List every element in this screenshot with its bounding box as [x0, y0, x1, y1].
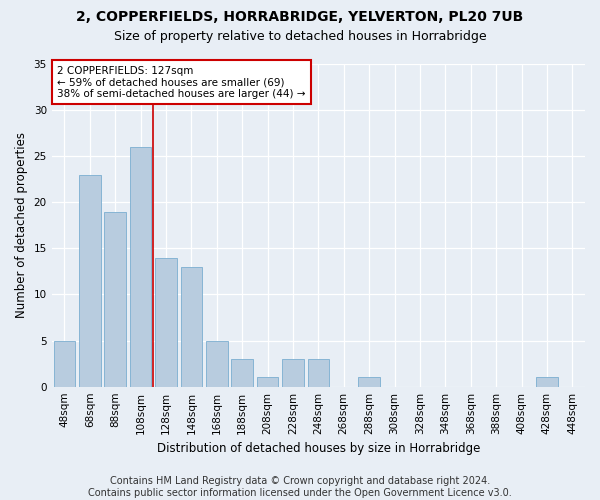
- Bar: [282, 359, 304, 386]
- Bar: [358, 378, 380, 386]
- Bar: [79, 174, 101, 386]
- Text: 2, COPPERFIELDS, HORRABRIDGE, YELVERTON, PL20 7UB: 2, COPPERFIELDS, HORRABRIDGE, YELVERTON,…: [76, 10, 524, 24]
- Bar: [308, 359, 329, 386]
- Bar: [104, 212, 126, 386]
- Bar: [155, 258, 177, 386]
- Bar: [181, 267, 202, 386]
- Bar: [206, 340, 227, 386]
- Bar: [130, 147, 151, 386]
- Text: 2 COPPERFIELDS: 127sqm
← 59% of detached houses are smaller (69)
38% of semi-det: 2 COPPERFIELDS: 127sqm ← 59% of detached…: [57, 66, 305, 99]
- Bar: [257, 378, 278, 386]
- Y-axis label: Number of detached properties: Number of detached properties: [15, 132, 28, 318]
- X-axis label: Distribution of detached houses by size in Horrabridge: Distribution of detached houses by size …: [157, 442, 480, 455]
- Bar: [536, 378, 557, 386]
- Text: Size of property relative to detached houses in Horrabridge: Size of property relative to detached ho…: [113, 30, 487, 43]
- Bar: [232, 359, 253, 386]
- Text: Contains HM Land Registry data © Crown copyright and database right 2024.
Contai: Contains HM Land Registry data © Crown c…: [88, 476, 512, 498]
- Bar: [53, 340, 75, 386]
